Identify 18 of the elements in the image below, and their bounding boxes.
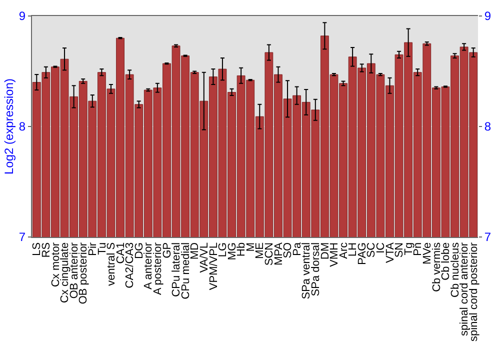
x-tick-label: DG	[133, 242, 146, 259]
x-tick-label: CPu medial	[180, 242, 192, 300]
x-tick-label: OB anterior	[68, 242, 80, 299]
x-tick-label: IC	[375, 242, 388, 254]
x-tick-label: A anterior	[142, 242, 155, 290]
x-tick-label: RS	[40, 242, 53, 258]
y2-tick-label: 8	[484, 120, 492, 134]
x-tick-label: SPa dorsal	[310, 242, 322, 296]
y-tick-label: 7	[18, 230, 26, 244]
y-axis-title: Log2 (expression)	[2, 78, 16, 175]
x-tick-label: DM	[319, 242, 332, 260]
y-tick-label: 9	[18, 9, 26, 24]
y2-tick-label: 9	[484, 9, 492, 24]
x-tick-label: PAG	[356, 242, 368, 265]
x-tick-label: VA/VL	[198, 242, 210, 273]
y2-tick-label: 7	[484, 230, 492, 244]
x-tick-label: SCN	[264, 242, 276, 266]
y-tick-label: 8	[18, 120, 26, 134]
